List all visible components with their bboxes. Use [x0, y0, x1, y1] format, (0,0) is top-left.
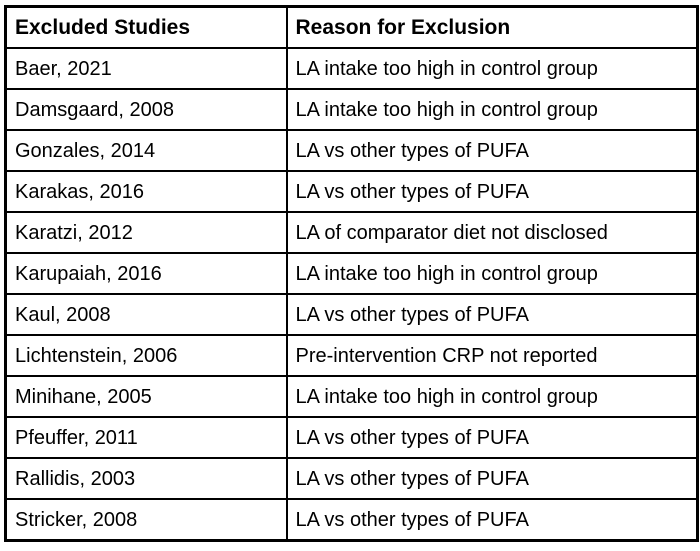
- reason-cell: LA intake too high in control group: [285, 47, 699, 90]
- reason-cell: LA vs other types of PUFA: [285, 129, 699, 172]
- table-row: Lichtenstein, 2006 Pre-intervention CRP …: [4, 334, 699, 377]
- study-cell: Karatzi, 2012: [4, 211, 288, 254]
- table-row: Karakas, 2016 LA vs other types of PUFA: [4, 170, 699, 213]
- column-header-reason-for-exclusion: Reason for Exclusion: [285, 5, 699, 49]
- study-cell: Lichtenstein, 2006: [4, 334, 288, 377]
- study-cell: Pfeuffer, 2011: [4, 416, 288, 459]
- study-cell: Baer, 2021: [4, 47, 288, 90]
- table-row: Minihane, 2005 LA intake too high in con…: [4, 375, 699, 418]
- header-row: Excluded Studies Reason for Exclusion: [4, 5, 699, 49]
- excluded-studies-table: Excluded Studies Reason for Exclusion Ba…: [4, 5, 699, 542]
- table-row: Stricker, 2008 LA vs other types of PUFA: [4, 498, 699, 542]
- reason-cell: LA of comparator diet not disclosed: [285, 211, 699, 254]
- reason-cell: LA vs other types of PUFA: [285, 498, 699, 542]
- reason-cell: LA vs other types of PUFA: [285, 170, 699, 213]
- table-row: Baer, 2021 LA intake too high in control…: [4, 47, 699, 90]
- study-cell: Gonzales, 2014: [4, 129, 288, 172]
- study-cell: Kaul, 2008: [4, 293, 288, 336]
- reason-cell: LA vs other types of PUFA: [285, 457, 699, 500]
- study-cell: Stricker, 2008: [4, 498, 288, 542]
- table-row: Karatzi, 2012 LA of comparator diet not …: [4, 211, 699, 254]
- reason-cell: Pre-intervention CRP not reported: [285, 334, 699, 377]
- study-cell: Damsgaard, 2008: [4, 88, 288, 131]
- study-cell: Karupaiah, 2016: [4, 252, 288, 295]
- column-header-excluded-studies: Excluded Studies: [4, 5, 288, 49]
- reason-cell: LA intake too high in control group: [285, 252, 699, 295]
- reason-cell: LA vs other types of PUFA: [285, 293, 699, 336]
- table-row: Karupaiah, 2016 LA intake too high in co…: [4, 252, 699, 295]
- table-row: Pfeuffer, 2011 LA vs other types of PUFA: [4, 416, 699, 459]
- table-row: Damsgaard, 2008 LA intake too high in co…: [4, 88, 699, 131]
- reason-cell: LA intake too high in control group: [285, 375, 699, 418]
- table-row: Gonzales, 2014 LA vs other types of PUFA: [4, 129, 699, 172]
- table-row: Rallidis, 2003 LA vs other types of PUFA: [4, 457, 699, 500]
- study-cell: Minihane, 2005: [4, 375, 288, 418]
- study-cell: Karakas, 2016: [4, 170, 288, 213]
- table-row: Kaul, 2008 LA vs other types of PUFA: [4, 293, 699, 336]
- reason-cell: LA intake too high in control group: [285, 88, 699, 131]
- reason-cell: LA vs other types of PUFA: [285, 416, 699, 459]
- study-cell: Rallidis, 2003: [4, 457, 288, 500]
